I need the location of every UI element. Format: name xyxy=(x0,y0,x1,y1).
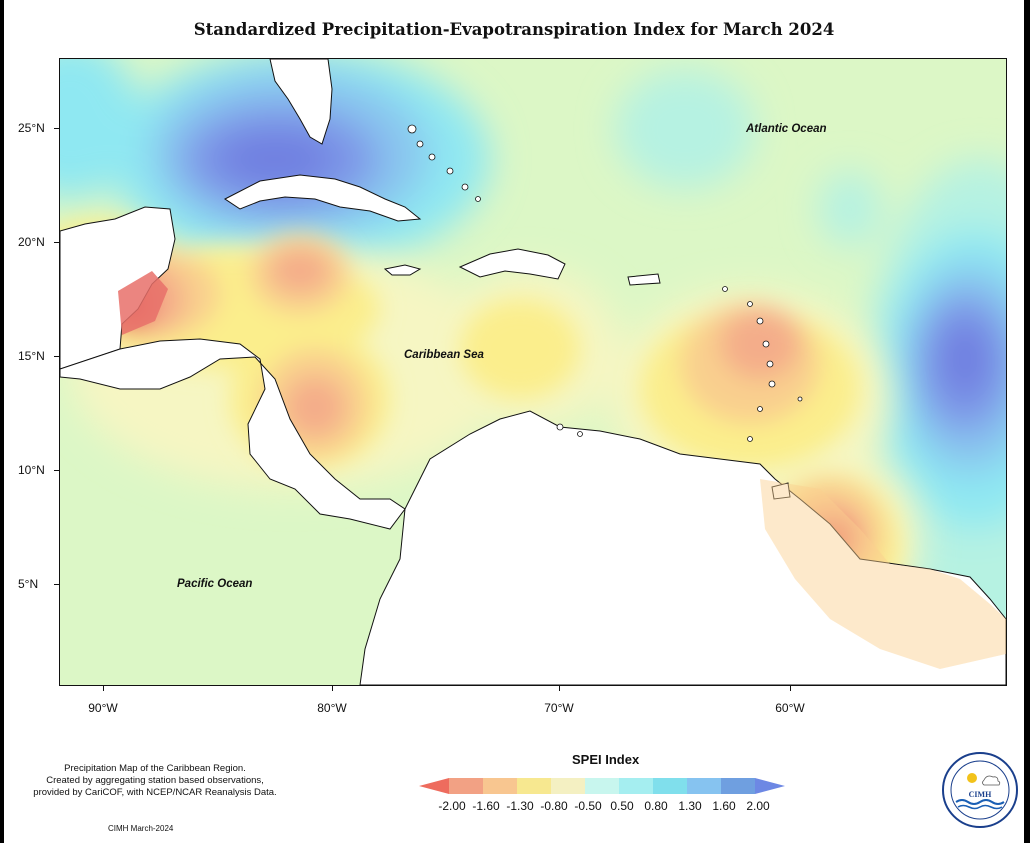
lon-tickmark xyxy=(790,685,791,691)
map-footnote: Precipitation Map of the Caribbean Regio… xyxy=(10,763,300,799)
legend-label: -1.30 xyxy=(506,799,534,813)
legend-arrow-low xyxy=(419,778,449,794)
lat-tick-25n: 25°N xyxy=(18,121,45,135)
lon-tick-90w: 90°W xyxy=(88,701,118,715)
legend-title: SPEI Index xyxy=(572,752,640,767)
wave-icon xyxy=(955,799,1005,805)
land-cuba xyxy=(224,174,422,222)
lat-tickmark xyxy=(54,470,60,471)
legend-label: -2.00 xyxy=(438,799,466,813)
legend-swatch xyxy=(653,778,687,794)
caribbean-sea-label: Caribbean Sea xyxy=(404,349,484,361)
footnote-line-1: Precipitation Map of the Caribbean Regio… xyxy=(64,763,246,774)
lon-tickmark xyxy=(332,685,333,691)
land-tint xyxy=(118,271,1006,669)
legend-arrow-high xyxy=(755,778,785,794)
logo-text: CIMH xyxy=(969,790,992,799)
legend-label: 0.80 xyxy=(644,799,668,813)
footnote-line-3: provided by CariCOF, with NCEP/NCAR Rean… xyxy=(33,787,277,798)
legend-swatch xyxy=(483,778,517,794)
lon-tick-60w: 60°W xyxy=(775,701,805,715)
lon-tickmark xyxy=(103,685,104,691)
land-south-america xyxy=(359,410,1006,685)
page: Standardized Precipitation-Evapotranspir… xyxy=(4,0,1024,843)
cimh-logo: CIMH xyxy=(942,752,1018,828)
lat-tick-5n: 5°N xyxy=(18,577,39,591)
land-hispaniola xyxy=(458,248,566,280)
lat-tickmark xyxy=(54,242,60,243)
legend-label: 1.30 xyxy=(678,799,702,813)
lon-tickmark xyxy=(559,685,560,691)
land-jamaica xyxy=(383,264,422,276)
legend-label: 2.00 xyxy=(746,799,770,813)
spei-map: Atlantic Ocean Caribbean Sea Pacific Oce… xyxy=(59,58,1007,686)
legend-label: -0.50 xyxy=(574,799,602,813)
footnote-line-2: Created by aggregating station based obs… xyxy=(46,775,264,786)
map-title: Standardized Precipitation-Evapotranspir… xyxy=(193,20,835,39)
sun-icon xyxy=(967,773,977,783)
legend-label: -1.60 xyxy=(472,799,500,813)
cloud-icon xyxy=(982,775,1001,786)
land-florida xyxy=(269,59,333,145)
lat-tick-15n: 15°N xyxy=(18,349,45,363)
atlantic-ocean-label: Atlantic Ocean xyxy=(746,123,827,135)
legend-swatch xyxy=(721,778,755,794)
map-credit: CIMH March-2024 xyxy=(108,824,174,833)
legend-swatch xyxy=(551,778,585,794)
lat-tick-10n: 10°N xyxy=(18,463,45,477)
legend-label: 1.60 xyxy=(712,799,736,813)
spei-map-svg xyxy=(60,59,1006,685)
legend-swatch xyxy=(449,778,483,794)
legend-swatch xyxy=(517,778,551,794)
legend-swatch xyxy=(585,778,619,794)
lat-tickmark xyxy=(54,584,60,585)
legend-swatch xyxy=(687,778,721,794)
pacific-ocean-label: Pacific Ocean xyxy=(177,578,253,590)
land-puerto-rico xyxy=(627,273,661,286)
lat-tickmark xyxy=(54,356,60,357)
legend-label: -0.80 xyxy=(540,799,568,813)
landmasses xyxy=(60,59,1006,685)
lat-tick-20n: 20°N xyxy=(18,235,45,249)
lon-tick-70w: 70°W xyxy=(544,701,574,715)
lat-tickmark xyxy=(54,128,60,129)
lon-tick-80w: 80°W xyxy=(317,701,347,715)
land-trinidad xyxy=(771,482,791,500)
legend-colorbar xyxy=(419,778,785,794)
small-islands xyxy=(407,124,803,442)
legend-label: 0.50 xyxy=(610,799,634,813)
legend-swatch xyxy=(619,778,653,794)
